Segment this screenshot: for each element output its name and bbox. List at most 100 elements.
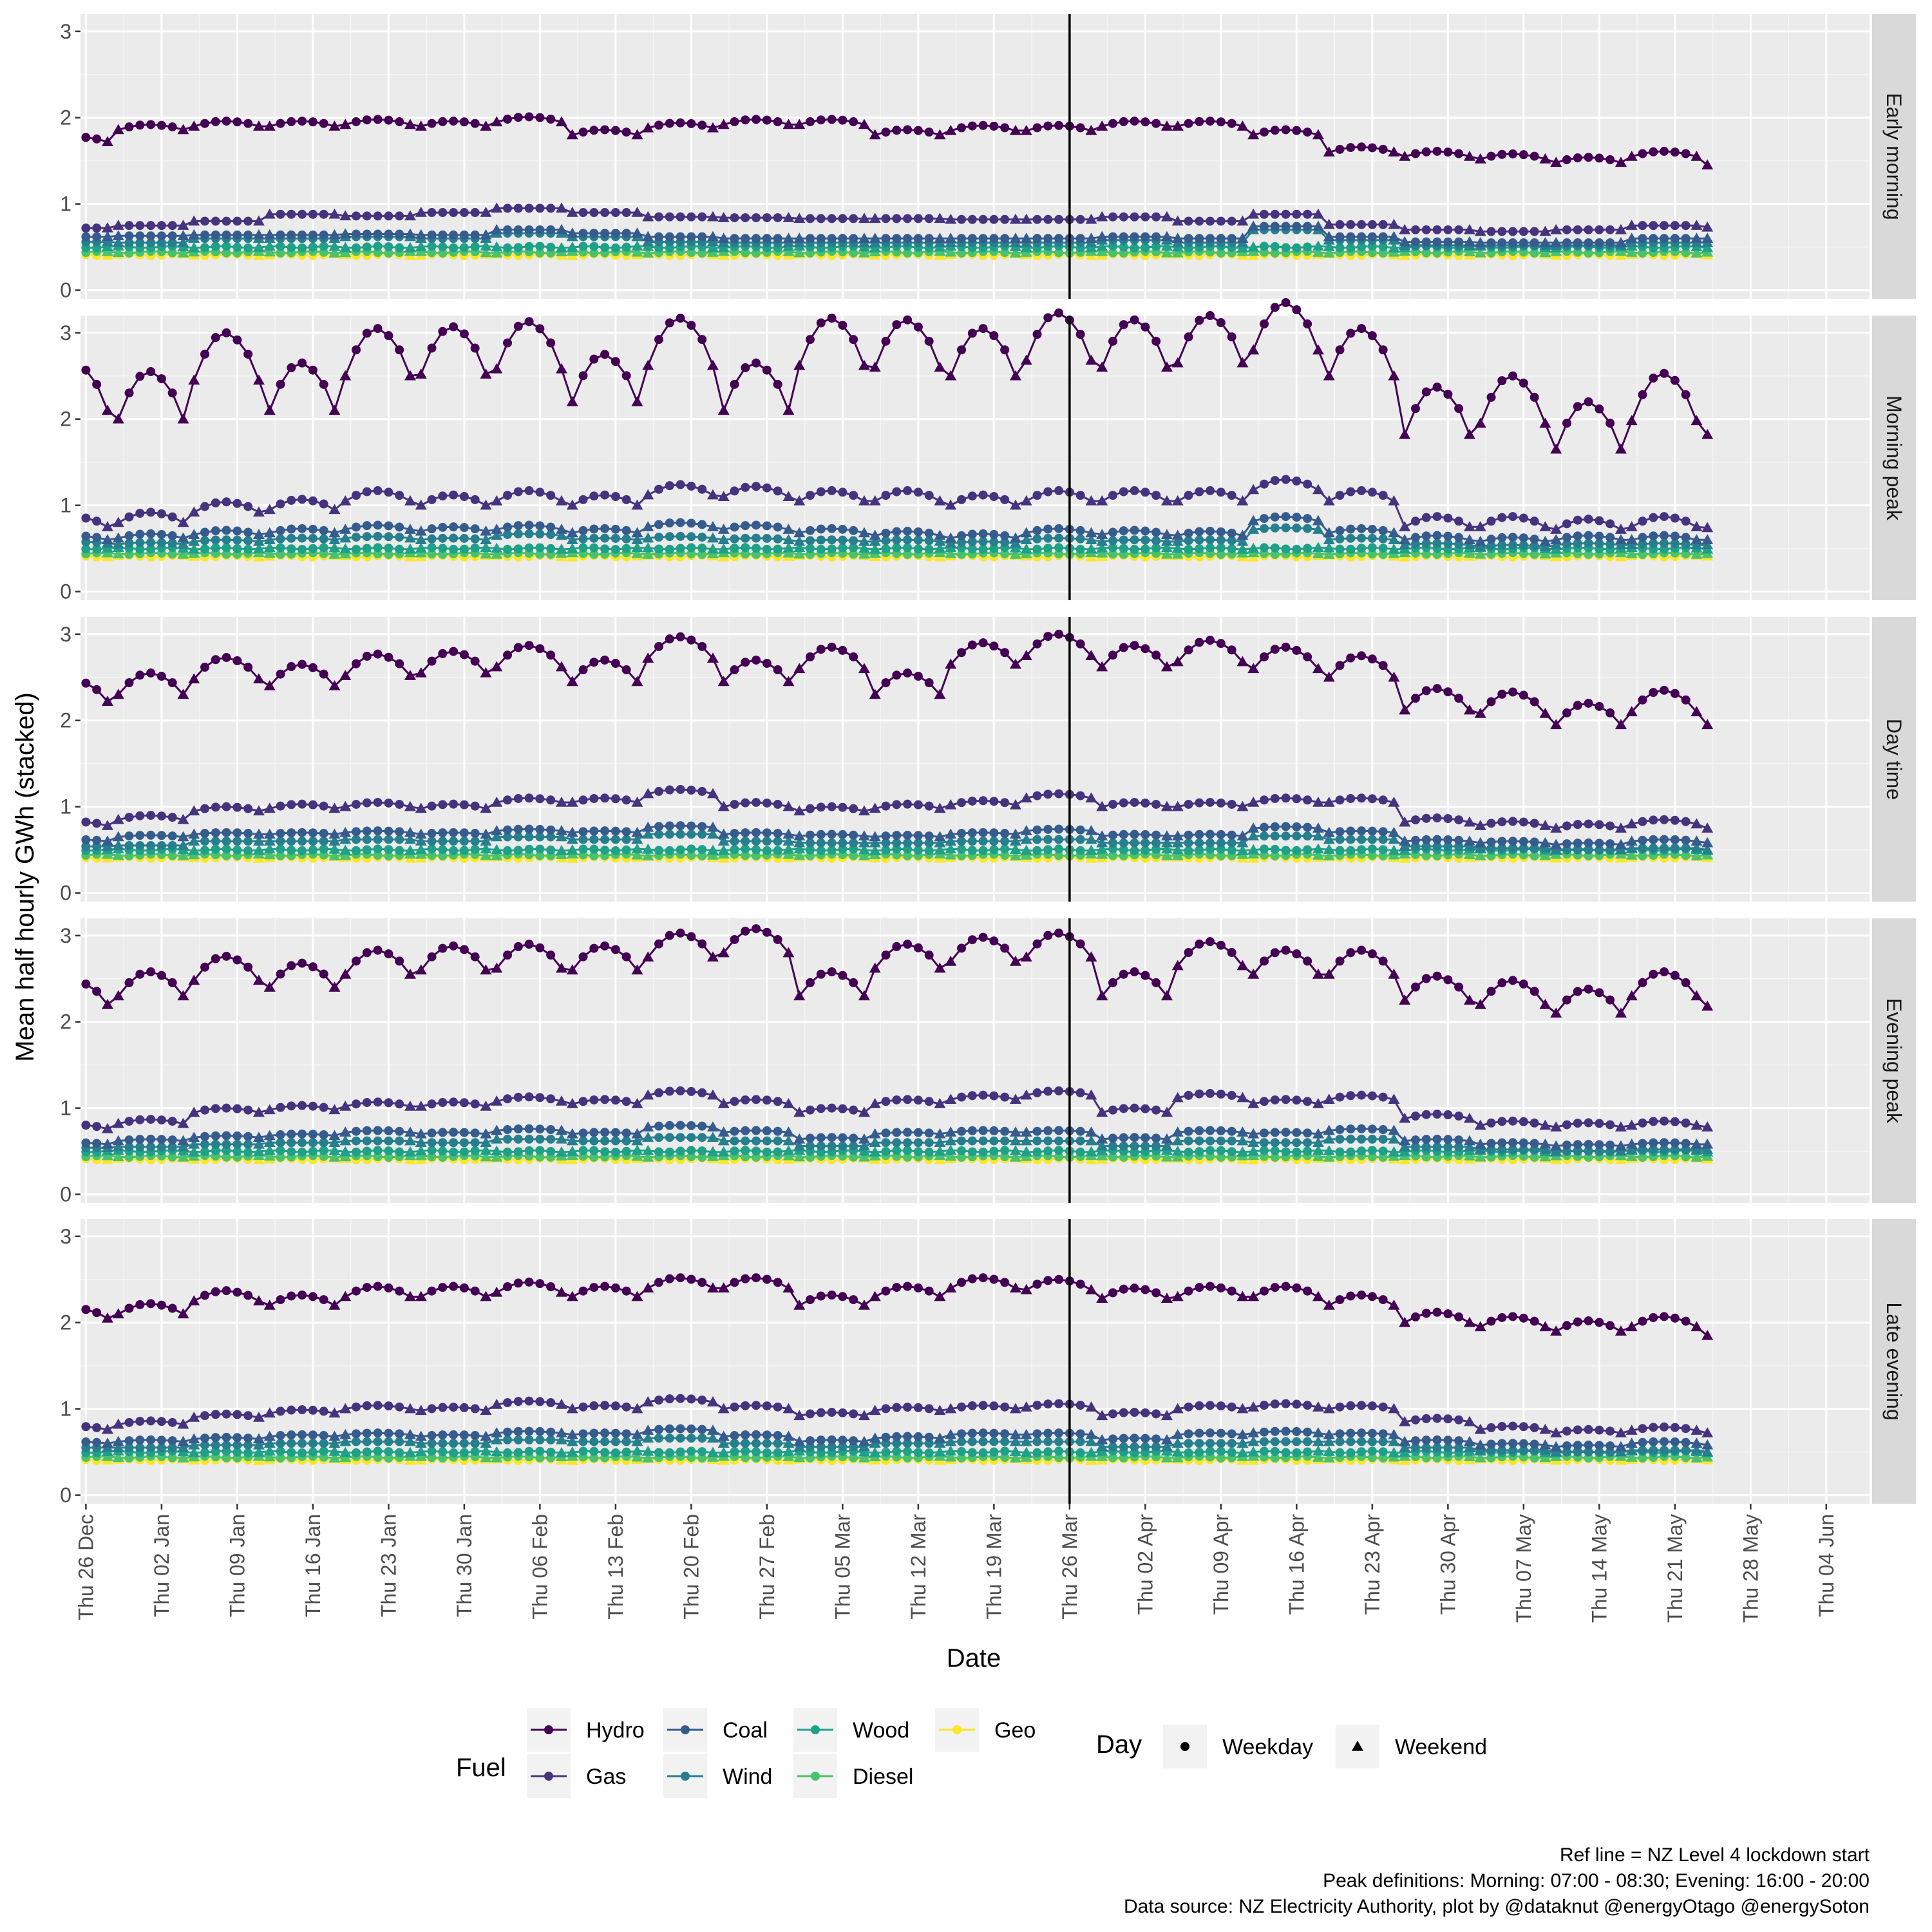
point-weekend (1312, 1097, 1324, 1108)
point-weekend (404, 1100, 416, 1111)
point-weekend (404, 242, 416, 252)
point-weekend (415, 1446, 427, 1456)
point-weekend (1020, 1126, 1032, 1137)
point-weekend (793, 805, 806, 816)
point-weekend (934, 535, 946, 546)
point-weekend (263, 1144, 276, 1155)
point-weekday (1075, 1126, 1085, 1136)
point-weekend (1615, 223, 1627, 234)
point-weekday (1335, 232, 1345, 242)
point-weekend (1701, 1138, 1714, 1149)
point-weekend (1690, 835, 1703, 846)
point-weekday (352, 835, 361, 844)
point-weekday (308, 209, 317, 219)
point-weekday (1660, 835, 1669, 844)
point-weekday (741, 533, 750, 543)
point-weekday (687, 1453, 696, 1463)
point-weekday (1530, 541, 1539, 551)
point-weekend (1615, 1007, 1627, 1018)
point-weekday (1184, 799, 1193, 809)
point-weekday (1075, 1147, 1085, 1157)
point-weekend (642, 951, 654, 962)
point-weekday (438, 800, 448, 810)
point-weekend (177, 839, 189, 850)
point-weekday (1043, 487, 1053, 497)
point-weekday (1216, 535, 1226, 545)
point-weekday (232, 1104, 242, 1113)
point-weekend (642, 231, 654, 242)
point-weekday (816, 1141, 826, 1151)
point-weekday (989, 234, 999, 243)
point-weekday (243, 1139, 253, 1149)
point-weekday (1508, 976, 1518, 985)
point-weekday (1573, 238, 1582, 247)
point-weekend (934, 495, 946, 506)
point-weekday (913, 488, 923, 497)
point-weekday (1638, 234, 1647, 243)
point-weekend (1323, 1151, 1335, 1162)
point-weekday (589, 943, 599, 953)
point-weekday (1303, 845, 1312, 855)
point-weekday (1562, 225, 1572, 234)
point-weekday (308, 1130, 317, 1139)
point-weekday (124, 248, 134, 258)
point-weekend (869, 213, 881, 223)
point-weekend (404, 370, 416, 381)
point-weekday (470, 524, 480, 534)
point-weekday (1367, 654, 1377, 664)
point-weekend (1312, 344, 1324, 355)
point-weekday (1421, 531, 1431, 541)
point-weekday (1367, 220, 1377, 229)
point-weekend (1009, 499, 1021, 510)
point-weekday (1260, 479, 1269, 489)
point-weekday (243, 536, 253, 545)
point-weekday (665, 232, 674, 242)
point-weekday (806, 335, 815, 345)
point-weekday (81, 223, 91, 233)
point-weekday (1141, 488, 1150, 497)
point-weekend (263, 1445, 276, 1456)
point-weekday (1227, 948, 1236, 958)
point-weekday (1357, 835, 1367, 844)
point-weekday (1054, 533, 1064, 543)
point-weekend (1096, 1150, 1108, 1160)
point-weekday (621, 229, 631, 238)
point-weekday (243, 243, 253, 252)
point-weekday (1530, 516, 1539, 526)
point-weekday (232, 335, 242, 345)
point-weekday (1184, 528, 1193, 538)
point-weekday (352, 533, 361, 542)
point-weekday (1421, 974, 1431, 983)
point-weekday (513, 487, 523, 497)
point-weekday (427, 549, 437, 559)
point-weekend (339, 969, 352, 979)
point-weekend (1312, 830, 1324, 840)
point-weekday (978, 324, 988, 334)
point-weekday (135, 1142, 145, 1151)
point-weekday (459, 523, 469, 533)
point-weekday (1141, 644, 1150, 654)
point-weekday (1054, 835, 1064, 844)
point-weekday (1141, 829, 1150, 839)
point-weekday (362, 242, 372, 252)
point-weekday (232, 498, 242, 508)
point-weekday (967, 796, 977, 806)
point-weekend (1096, 211, 1108, 222)
point-weekday (1367, 543, 1377, 553)
point-weekday (957, 345, 967, 355)
point-weekend (631, 833, 643, 844)
y-tick-label: 1 (60, 795, 71, 819)
point-weekend (1160, 231, 1173, 242)
point-weekday (513, 643, 523, 652)
point-weekday (1378, 491, 1388, 500)
point-weekday (838, 524, 848, 534)
point-weekday (222, 230, 231, 240)
point-weekday (395, 1126, 404, 1136)
point-weekday (1108, 1133, 1118, 1143)
point-weekday (1075, 846, 1085, 855)
point-weekday (319, 837, 328, 846)
point-weekday (1508, 540, 1518, 550)
point-weekend (480, 1452, 492, 1463)
point-weekday (546, 650, 556, 660)
point-weekday (384, 550, 393, 560)
